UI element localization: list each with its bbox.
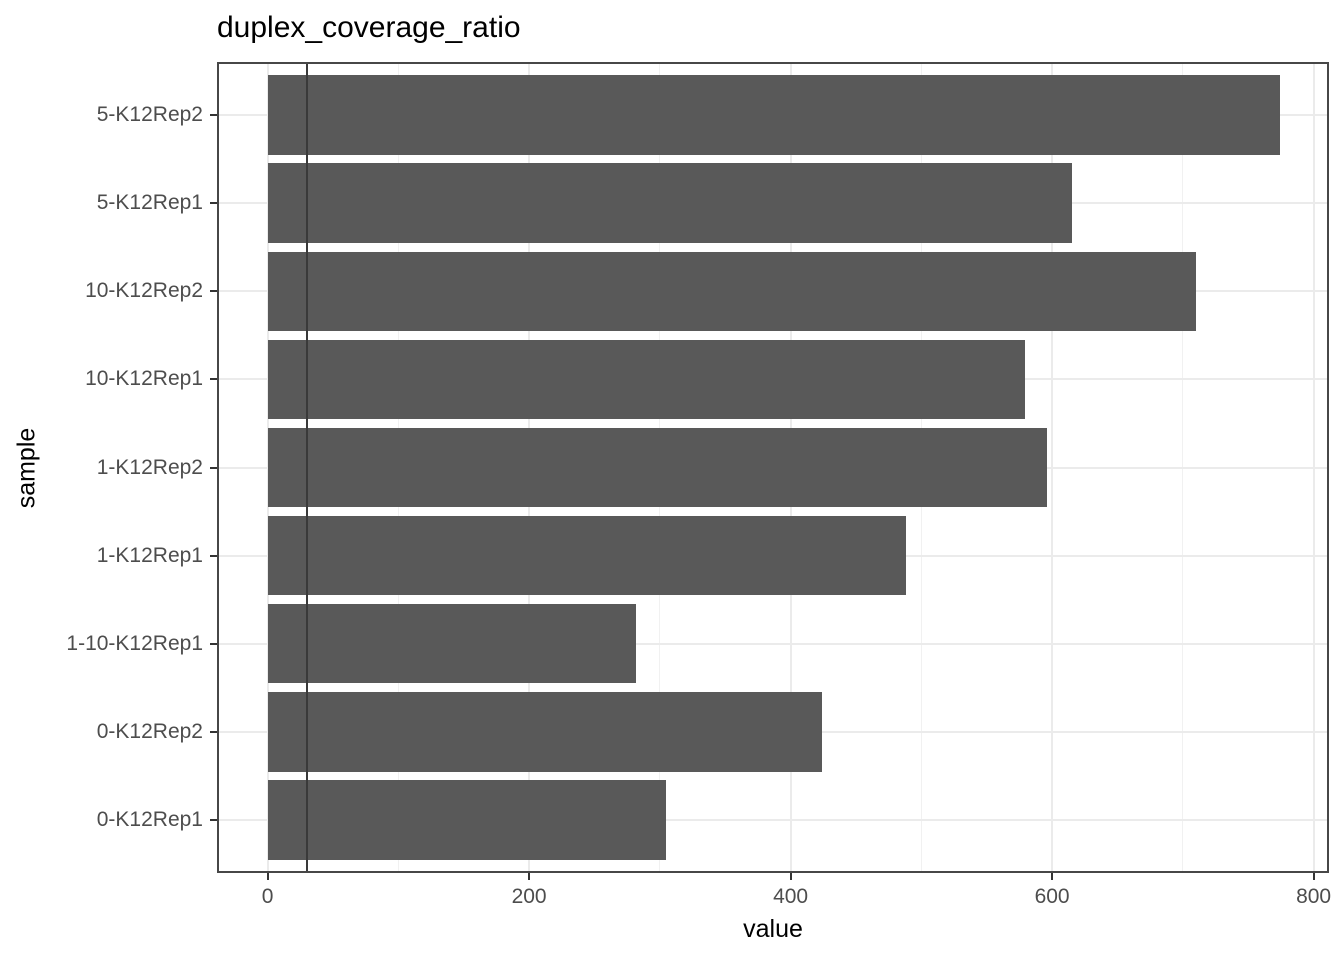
y-tick-label-10-K12Rep1: 10-K12Rep1	[85, 367, 203, 391]
y-tick-1-K12Rep2	[210, 466, 217, 469]
bar-0-K12Rep1	[267, 780, 667, 860]
bar-1-K12Rep1	[267, 515, 906, 596]
y-tick-label-1-K12Rep2: 1-K12Rep2	[96, 455, 203, 479]
y-tick-5-K12Rep2	[210, 113, 217, 116]
x-tick-400	[789, 873, 792, 880]
y-tick-10-K12Rep1	[210, 378, 217, 381]
y-tick-label-5-K12Rep1: 5-K12Rep1	[96, 191, 203, 215]
x-tick-0	[266, 873, 269, 880]
bar-5-K12Rep1	[267, 163, 1072, 243]
x-tick-600	[1051, 873, 1054, 880]
y-tick-label-0-K12Rep1: 0-K12Rep1	[96, 808, 203, 832]
x-tick-label-600: 600	[1034, 885, 1070, 908]
x-tick-label-200: 200	[511, 885, 547, 908]
y-tick-label-1-K12Rep1: 1-K12Rep1	[96, 543, 203, 567]
y-tick-0-K12Rep2	[210, 730, 217, 733]
y-tick-label-10-K12Rep2: 10-K12Rep2	[85, 279, 203, 303]
bar-10-K12Rep1	[267, 339, 1025, 419]
x-axis-title: value	[743, 915, 803, 943]
x-tick-800	[1312, 873, 1315, 880]
bar-1-K12Rep2	[267, 427, 1047, 508]
y-tick-5-K12Rep1	[210, 202, 217, 205]
x-tick-label-0: 0	[261, 885, 274, 908]
gridline-major-y-0-K12Rep1	[217, 819, 1329, 822]
reference-line	[305, 62, 309, 873]
x-tick-label-800: 800	[1296, 885, 1332, 908]
y-tick-1-10-K12Rep1	[210, 642, 217, 645]
y-tick-10-K12Rep2	[210, 290, 217, 293]
y-tick-0-K12Rep1	[210, 819, 217, 822]
bar-5-K12Rep2	[267, 75, 1280, 155]
y-tick-label-5-K12Rep2: 5-K12Rep2	[96, 102, 203, 126]
bar-10-K12Rep2	[267, 251, 1196, 331]
y-tick-label-0-K12Rep2: 0-K12Rep2	[96, 719, 203, 743]
y-tick-1-K12Rep1	[210, 554, 217, 557]
chart-title: duplex_coverage_ratio	[217, 11, 521, 44]
x-tick-label-400: 400	[773, 885, 809, 908]
y-tick-label-1-10-K12Rep1: 1-10-K12Rep1	[66, 631, 203, 655]
bar-0-K12Rep2	[267, 692, 822, 772]
x-tick-200	[528, 873, 531, 880]
gridline-major-y-1-10-K12Rep1	[217, 642, 1329, 645]
bar-1-10-K12Rep1	[267, 604, 637, 684]
